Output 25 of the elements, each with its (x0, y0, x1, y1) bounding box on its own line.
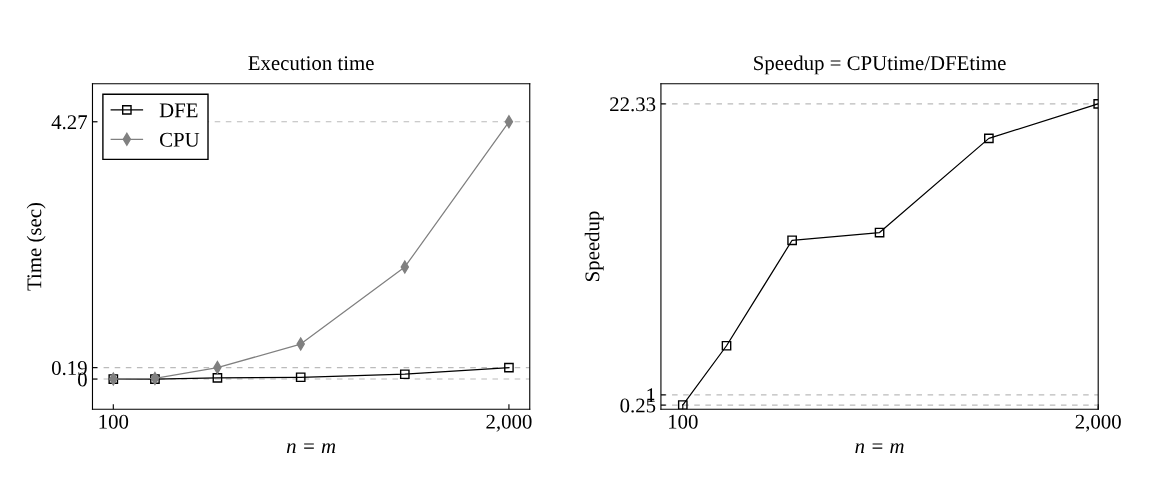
x-tick-label: 2,000 (1075, 414, 1121, 432)
legend-label: DFE (159, 103, 198, 118)
y-tick-label: 4.27 (51, 115, 88, 130)
point (295, 372, 306, 383)
point (677, 400, 688, 410)
point (721, 340, 732, 351)
x-tick-label: 2,000 (486, 414, 532, 432)
point (399, 369, 410, 380)
point (504, 115, 514, 129)
legend-label: CPU (160, 132, 200, 147)
point (984, 133, 994, 144)
x-axis-title: n = m (286, 443, 336, 453)
point (400, 260, 410, 274)
chart-title: Execution time (248, 56, 374, 71)
y-axis-title: Speedup (584, 211, 604, 281)
point (504, 362, 514, 373)
point (787, 235, 797, 246)
chart-title: Speedup = CPUtime/DFEtime (754, 55, 1006, 75)
y-axis-title: Time (sec) (26, 202, 46, 291)
x-axis-title: n = m (855, 443, 904, 453)
y-tick-label: 22.33 (610, 97, 656, 112)
x-tick-label: 100 (99, 414, 129, 429)
point (212, 372, 223, 383)
point (874, 227, 885, 238)
x-tick-label: 100 (669, 414, 698, 429)
